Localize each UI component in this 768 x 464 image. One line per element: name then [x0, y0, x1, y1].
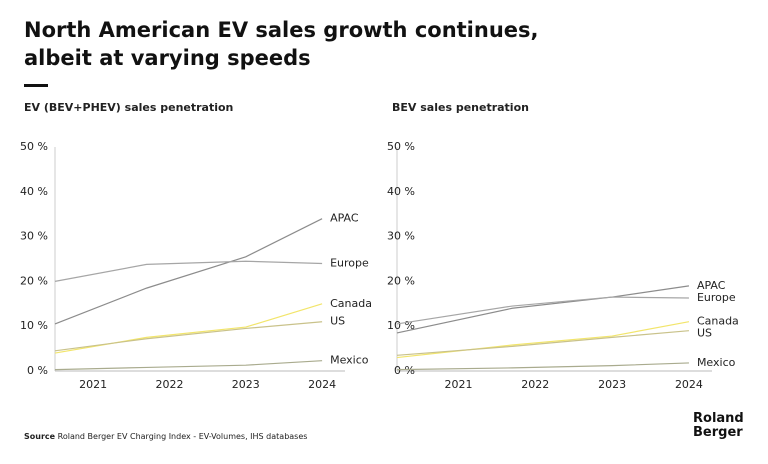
y-tick-label: 50 %	[387, 140, 415, 153]
series-label: Europe	[697, 291, 736, 304]
series-label: APAC	[330, 212, 359, 225]
x-tick-label: 2021	[444, 378, 472, 391]
title: North American EV sales growth continues…	[24, 16, 624, 72]
series-label: Canada	[330, 297, 372, 310]
source-label: Source	[24, 432, 56, 441]
series-label: US	[697, 327, 712, 340]
y-tick-label: 0 %	[27, 364, 48, 377]
series-line	[54, 260, 323, 282]
logo-line: Roland	[693, 411, 744, 426]
series-label: APAC	[697, 279, 726, 292]
logo-line: Berger	[693, 425, 743, 440]
x-tick-label: 2024	[675, 378, 703, 391]
x-tick-label: 2022	[155, 378, 183, 391]
series-label: US	[330, 315, 345, 328]
y-tick-label: 40 %	[387, 185, 415, 198]
x-tick-label: 2021	[79, 378, 107, 391]
title-underline	[24, 84, 48, 87]
title-line: albeit at varying speeds	[24, 46, 311, 70]
series-line	[396, 285, 690, 334]
x-tick-label: 2024	[308, 378, 336, 391]
series-label: Mexico	[697, 356, 736, 369]
series-label: Canada	[697, 315, 739, 328]
series-line	[54, 321, 323, 352]
source-text: Roland Berger EV Charging Index - EV-Vol…	[57, 432, 308, 441]
series-line	[54, 218, 323, 325]
series-label: Mexico	[330, 354, 369, 367]
x-tick-label: 2023	[598, 378, 626, 391]
title-line: North American EV sales growth continues…	[24, 18, 539, 42]
series-line	[54, 360, 323, 371]
series-label: Europe	[330, 256, 369, 269]
logo: Roland Berger	[693, 412, 744, 440]
y-tick-label: 40 %	[20, 185, 48, 198]
x-tick-label: 2022	[521, 378, 549, 391]
y-tick-label: 30 %	[387, 230, 415, 243]
y-tick-label: 20 %	[387, 274, 415, 287]
y-tick-label: 0 %	[394, 364, 415, 377]
y-tick-label: 10 %	[20, 319, 48, 332]
series-line	[396, 330, 690, 356]
series-line	[396, 296, 689, 325]
source-note: Source Roland Berger EV Charging Index -…	[24, 432, 307, 441]
chart-subtitle: BEV sales penetration	[392, 101, 529, 114]
y-tick-label: 30 %	[20, 230, 48, 243]
y-tick-label: 50 %	[20, 140, 48, 153]
chart-subtitle: EV (BEV+PHEV) sales penetration	[24, 101, 233, 114]
x-tick-label: 2023	[232, 378, 260, 391]
y-tick-label: 20 %	[20, 274, 48, 287]
series-line	[396, 362, 689, 371]
